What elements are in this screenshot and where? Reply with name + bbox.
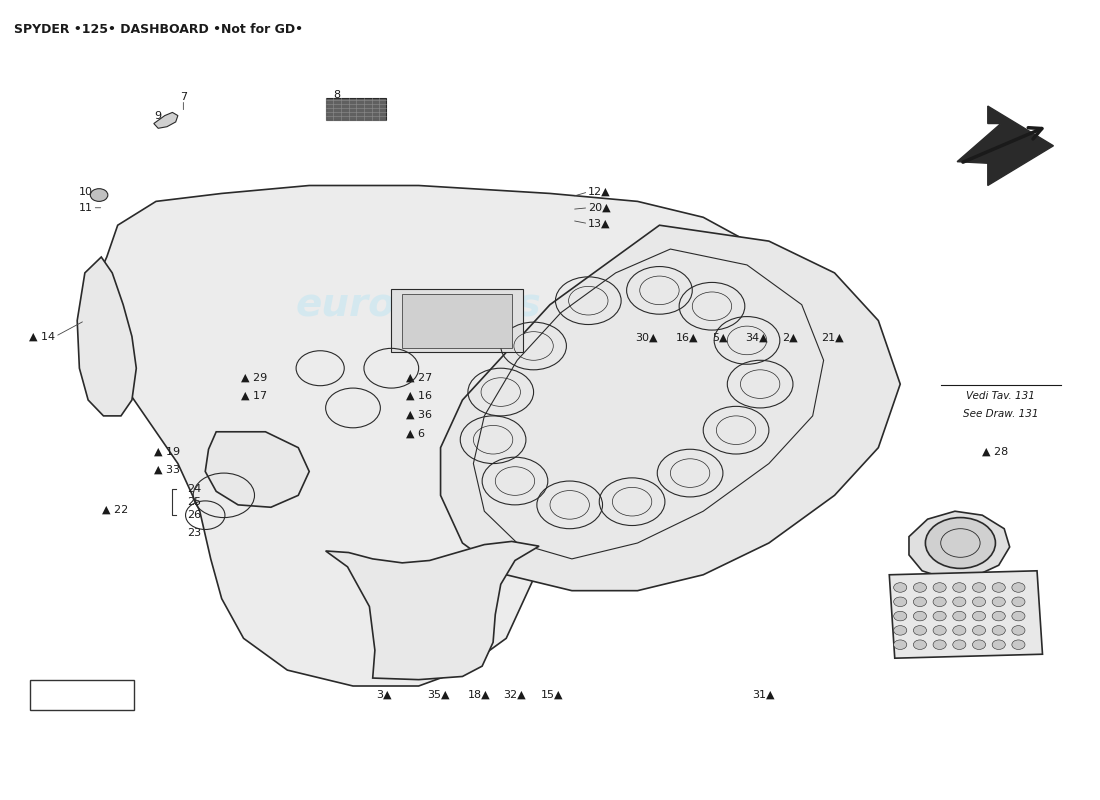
Text: ▲ 14: ▲ 14: [30, 331, 55, 342]
Circle shape: [913, 626, 926, 635]
Text: 24: 24: [187, 484, 201, 494]
Text: 5▲: 5▲: [712, 333, 727, 343]
Text: ▲ 16: ▲ 16: [406, 391, 431, 401]
Circle shape: [925, 518, 996, 569]
Circle shape: [893, 611, 906, 621]
Circle shape: [913, 611, 926, 621]
Text: ▲ = 1: ▲ = 1: [60, 688, 98, 702]
Text: ▲ 27: ▲ 27: [406, 373, 432, 382]
Text: 34▲: 34▲: [745, 333, 768, 343]
Circle shape: [1012, 640, 1025, 650]
Circle shape: [953, 597, 966, 606]
Polygon shape: [77, 257, 136, 416]
Bar: [326, 98, 386, 120]
Text: 13▲: 13▲: [588, 218, 610, 229]
Circle shape: [953, 640, 966, 650]
Polygon shape: [889, 571, 1043, 658]
Circle shape: [933, 582, 946, 592]
Text: ▲ 36: ▲ 36: [406, 410, 431, 419]
Text: 18▲: 18▲: [468, 690, 491, 700]
Text: 8: 8: [333, 90, 340, 100]
Text: See Draw. 131: See Draw. 131: [964, 409, 1038, 418]
Polygon shape: [154, 113, 178, 128]
Circle shape: [992, 640, 1005, 650]
Bar: [403, 294, 512, 348]
Circle shape: [953, 611, 966, 621]
Circle shape: [992, 626, 1005, 635]
Circle shape: [933, 640, 946, 650]
Circle shape: [913, 597, 926, 606]
Circle shape: [1012, 626, 1025, 635]
Text: 10: 10: [78, 187, 92, 197]
Circle shape: [972, 582, 986, 592]
Text: 20▲: 20▲: [588, 202, 610, 213]
Circle shape: [893, 640, 906, 650]
Text: 3▲: 3▲: [376, 690, 392, 700]
FancyBboxPatch shape: [30, 680, 134, 710]
Circle shape: [972, 640, 986, 650]
Polygon shape: [326, 542, 539, 680]
Text: 31▲: 31▲: [752, 690, 774, 700]
Text: 25: 25: [187, 497, 201, 506]
Text: ▲ 19: ▲ 19: [154, 446, 180, 457]
Circle shape: [953, 626, 966, 635]
Polygon shape: [957, 106, 1054, 186]
Circle shape: [893, 626, 906, 635]
Text: eurospares: eurospares: [296, 286, 541, 324]
Circle shape: [893, 582, 906, 592]
Circle shape: [90, 189, 108, 202]
Polygon shape: [441, 226, 900, 590]
Circle shape: [893, 597, 906, 606]
Text: ▲ 28: ▲ 28: [982, 446, 1009, 457]
Text: ▲ 6: ▲ 6: [406, 428, 425, 438]
Circle shape: [953, 582, 966, 592]
Text: eurospares: eurospares: [559, 476, 804, 514]
Text: 23: 23: [187, 529, 201, 538]
Circle shape: [972, 611, 986, 621]
Text: Vedi Tav. 131: Vedi Tav. 131: [967, 391, 1035, 401]
Text: ▲ 22: ▲ 22: [102, 505, 129, 514]
Polygon shape: [92, 186, 769, 686]
Text: 26: 26: [187, 510, 201, 520]
Circle shape: [1012, 597, 1025, 606]
Text: 21▲: 21▲: [822, 333, 844, 343]
Circle shape: [933, 597, 946, 606]
Polygon shape: [909, 511, 1010, 578]
Text: 30▲: 30▲: [636, 333, 658, 343]
Text: 32▲: 32▲: [504, 690, 526, 700]
Circle shape: [1012, 582, 1025, 592]
Circle shape: [913, 640, 926, 650]
Text: 11: 11: [78, 202, 92, 213]
Text: 4: 4: [398, 669, 406, 678]
Text: 9: 9: [154, 110, 161, 121]
Circle shape: [972, 626, 986, 635]
Bar: [392, 289, 522, 352]
Circle shape: [933, 611, 946, 621]
Text: 7: 7: [179, 92, 187, 102]
Text: ▲ 17: ▲ 17: [241, 391, 267, 401]
Text: ▲ 33: ▲ 33: [154, 465, 179, 475]
Text: 16▲: 16▲: [675, 333, 698, 343]
Text: 2▲: 2▲: [782, 333, 797, 343]
Text: 15▲: 15▲: [541, 690, 563, 700]
Polygon shape: [206, 432, 309, 507]
Circle shape: [992, 597, 1005, 606]
Circle shape: [972, 597, 986, 606]
Text: ▲ 29: ▲ 29: [241, 373, 267, 382]
Circle shape: [913, 582, 926, 592]
Text: 12▲: 12▲: [588, 187, 610, 197]
Circle shape: [933, 626, 946, 635]
Circle shape: [992, 611, 1005, 621]
Circle shape: [992, 582, 1005, 592]
Circle shape: [1012, 611, 1025, 621]
Text: 35▲: 35▲: [427, 690, 450, 700]
Text: SPYDER •125• DASHBOARD •Not for GD•: SPYDER •125• DASHBOARD •Not for GD•: [13, 22, 302, 36]
